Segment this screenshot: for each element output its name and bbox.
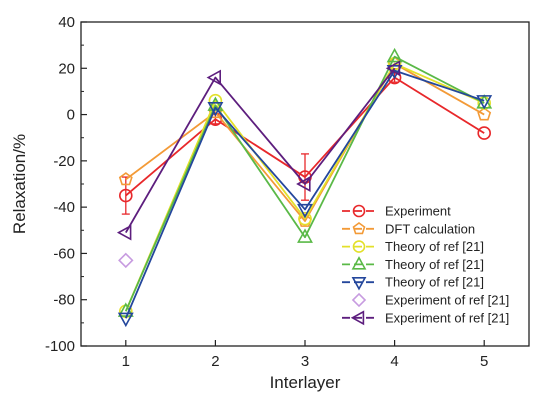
y-tick-label--60: -60	[53, 245, 75, 262]
axis-ticks: 1 2 3 4 5 -100 -80 -60 -40 -20 0 20 40	[45, 14, 488, 370]
data-point-0-4	[477, 126, 492, 140]
y-tick-label-40: 40	[58, 14, 75, 31]
legend-item-1: DFT calculation	[342, 221, 475, 236]
legend-label-5: Experiment of ref [21]	[385, 293, 509, 308]
legend-item-2: Theory of ref [21]	[342, 239, 484, 254]
legend-label-3: Theory of ref [21]	[385, 257, 484, 272]
data-point-1-4	[477, 107, 492, 121]
legend-marker-5	[351, 292, 367, 308]
legend-label-6: Experiment of ref [21]	[385, 310, 509, 325]
data-point-2-2	[298, 211, 312, 226]
y-axis-title: Relaxation/%	[10, 134, 29, 234]
legend-marker-1	[352, 222, 366, 235]
y-tick-label-0: 0	[67, 107, 75, 124]
y-tick-label--80: -80	[53, 292, 75, 309]
legend-item-6: Experiment of ref [21]	[342, 310, 509, 325]
series-4	[117, 65, 493, 328]
x-tick-label-5: 5	[480, 353, 488, 370]
data-point-4-2	[297, 203, 313, 219]
legend-marker-3	[351, 256, 367, 270]
x-axis-title: Interlayer	[270, 373, 341, 392]
data-point-3-2	[297, 228, 313, 243]
series-5	[118, 252, 134, 269]
y-tick-label--40: -40	[53, 199, 75, 216]
y-tick-label--100: -100	[45, 338, 75, 355]
y-tick-label--20: -20	[53, 153, 75, 170]
series-line-2	[124, 62, 485, 312]
legend-marker-6	[350, 310, 365, 326]
data-point-5-0	[118, 252, 134, 269]
series-2	[119, 56, 492, 319]
legend-item-0: Experiment	[342, 204, 451, 219]
legend-label-1: DFT calculation	[385, 221, 475, 236]
data-point-3-3	[386, 47, 403, 63]
legend-marker-0	[352, 204, 366, 218]
legend-item-4: Theory of ref [21]	[342, 275, 484, 291]
data-point-6-2	[296, 176, 311, 192]
legend-label-4: Theory of ref [21]	[385, 275, 484, 290]
data-point-1-2	[298, 213, 312, 227]
x-tick-label-1: 1	[122, 353, 130, 370]
x-tick-label-3: 3	[301, 353, 309, 370]
data-point-6-3	[385, 60, 401, 77]
data-point-3-1	[207, 96, 224, 111]
legend-marker-4	[351, 276, 367, 291]
legend-label-2: Theory of ref [21]	[385, 239, 484, 254]
data-point-4-4	[476, 95, 493, 110]
data-point-1-0	[118, 172, 133, 186]
legend: Experiment DFT calculation Theory of ref […	[342, 204, 509, 325]
data-point-4-1	[207, 102, 224, 117]
series-line-3	[124, 55, 485, 312]
series-6	[116, 60, 401, 241]
x-tick-label-2: 2	[211, 353, 219, 370]
plot-area	[116, 47, 493, 328]
legend-label-0: Experiment	[385, 204, 451, 219]
data-point-0-0	[119, 188, 133, 203]
series-line-4	[124, 69, 485, 319]
x-tick-label-4: 4	[390, 353, 398, 370]
data-point-4-0	[117, 312, 134, 328]
legend-item-3: Theory of ref [21]	[342, 256, 484, 272]
y-tick-label-20: 20	[58, 60, 75, 77]
data-point-6-1	[206, 69, 221, 86]
data-point-6-0	[116, 224, 132, 241]
legend-item-5: Experiment of ref [21]	[351, 292, 509, 308]
series-line-6	[125, 67, 396, 234]
legend-marker-2	[352, 240, 366, 253]
